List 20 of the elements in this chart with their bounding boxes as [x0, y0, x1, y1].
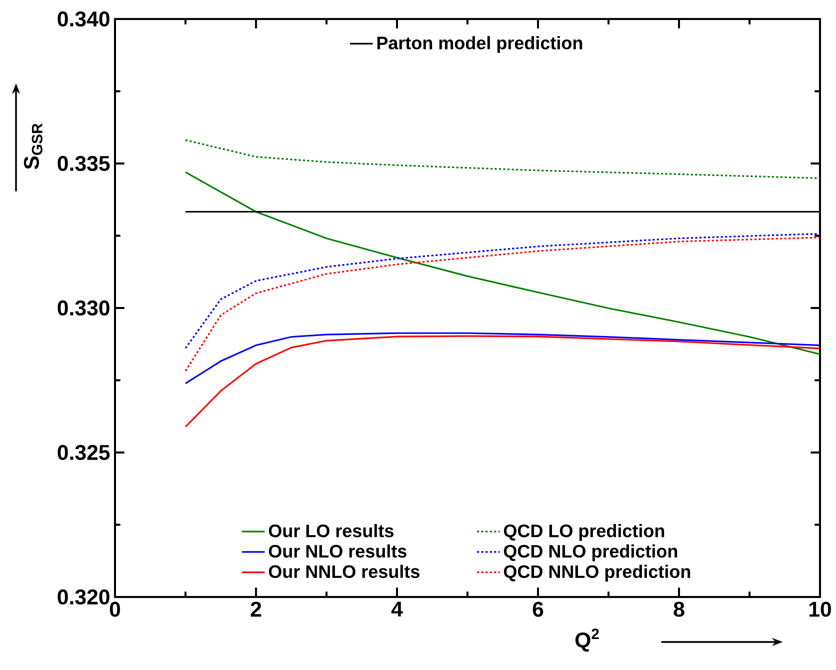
x-tick-label: 2 [250, 602, 262, 617]
legend-label: QCD LO prediction [504, 524, 664, 541]
y-tick-label: 0.320 [58, 589, 110, 605]
y-tick-label: 0.335 [58, 156, 110, 172]
x-tick-label: 8 [674, 602, 684, 617]
x-tick-label: 0 [110, 602, 120, 617]
legend-label: Our LO results [268, 524, 394, 538]
legend-label: Our NNLO results [268, 564, 420, 578]
legend-label: QCD NNLO prediction [504, 564, 690, 582]
y-axis-title: S$_{GSR}$ [24, 123, 42, 170]
legend-label: Our NLO results [268, 544, 406, 558]
x-tick-label: 6 [532, 602, 544, 617]
y-tick-label: 0.325 [58, 444, 110, 460]
y-tick-label: 0.340 [58, 11, 110, 27]
legend-label: Parton model prediction [377, 36, 582, 53]
x-axis-title: Q$^{2}$ [575, 628, 599, 652]
x-tick-label: 4 [391, 602, 403, 616]
y-tick-label: 0.330 [58, 300, 110, 316]
legend-label: QCD NLO prediction [504, 544, 678, 562]
x-tick-label: 10 [809, 602, 831, 617]
